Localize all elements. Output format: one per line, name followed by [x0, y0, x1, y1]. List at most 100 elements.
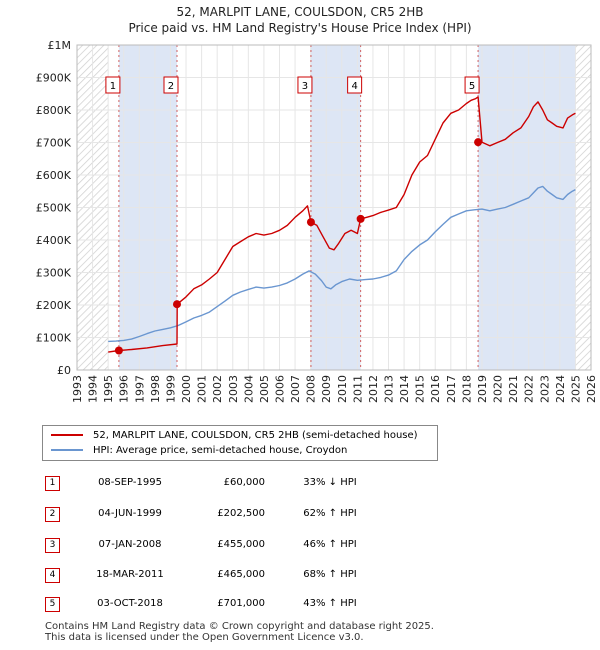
sale-price: £701,000 — [217, 598, 265, 609]
sale-point — [306, 218, 315, 227]
x-tick-label: 1998 — [149, 375, 162, 403]
x-tick-label: 2022 — [523, 375, 536, 403]
legend-swatch-hpi — [51, 449, 83, 451]
table-row: 2 04-JUN-1999 £202,500 62% ↑ HPI — [40, 505, 600, 523]
sale-price: £455,000 — [217, 539, 265, 550]
sale-date: 03-OCT-2018 — [97, 598, 163, 609]
x-tick-label: 2025 — [569, 375, 582, 403]
sale-number-badge: 2 — [45, 507, 60, 522]
x-tick-label: 2018 — [460, 375, 473, 403]
sale-date: 18-MAR-2011 — [96, 569, 164, 580]
sale-hpi-change: 33% ↓ HPI — [303, 477, 357, 488]
legend-item-hpi: HPI: Average price, semi-detached house,… — [51, 444, 347, 458]
sale-label: 5 — [469, 81, 475, 92]
x-tick-label: 1995 — [102, 375, 115, 403]
sale-date: 08-SEP-1995 — [98, 477, 162, 488]
sale-date: 04-JUN-1999 — [98, 508, 162, 519]
x-tick-label: 2005 — [258, 375, 271, 403]
y-tick-label: £200K — [36, 299, 72, 312]
table-row: 3 07-JAN-2008 £455,000 46% ↑ HPI — [40, 536, 600, 554]
table-row: 4 18-MAR-2011 £465,000 68% ↑ HPI — [40, 566, 600, 584]
x-tick-label: 2010 — [336, 375, 349, 403]
sale-point — [172, 300, 181, 309]
sale-label-box — [105, 76, 121, 94]
x-tick-label: 2000 — [180, 375, 193, 403]
sale-label: 4 — [351, 81, 357, 92]
sale-point — [356, 214, 365, 223]
sale-label: 1 — [110, 81, 116, 92]
table-row: 1 08-SEP-1995 £60,000 33% ↓ HPI — [40, 474, 600, 492]
sale-label-box — [163, 76, 179, 94]
y-tick-label: £400K — [36, 234, 72, 247]
footer-license: This data is licensed under the Open Gov… — [45, 632, 364, 643]
x-tick-label: 1997 — [133, 375, 146, 403]
sale-point — [474, 138, 483, 147]
sale-date: 07-JAN-2008 — [98, 539, 162, 550]
x-tick-label: 2024 — [554, 375, 567, 403]
legend-label-hpi: HPI: Average price, semi-detached house,… — [93, 445, 348, 456]
y-tick-label: £800K — [36, 104, 72, 117]
y-tick-label: £500K — [36, 202, 72, 215]
sale-label-box — [297, 76, 313, 94]
sale-label: 3 — [302, 81, 308, 92]
legend: 52, MARLPIT LANE, COULSDON, CR5 2HB (sem… — [42, 425, 438, 461]
x-tick-label: 2001 — [196, 375, 209, 403]
chart-title: 52, MARLPIT LANE, COULSDON, CR5 2HB — [176, 5, 423, 19]
x-tick-label: 1996 — [118, 375, 131, 403]
hpi-line — [108, 185, 576, 343]
x-tick-label: 2014 — [398, 375, 411, 403]
footer-copyright: Contains HM Land Registry data © Crown c… — [45, 621, 434, 632]
sale-number-badge: 4 — [45, 568, 60, 583]
sale-label: 2 — [168, 81, 174, 92]
x-tick-label: 2007 — [289, 375, 302, 403]
x-tick-label: 2011 — [351, 375, 364, 403]
x-tick-label: 2023 — [538, 375, 551, 403]
sale-point — [114, 346, 123, 355]
sale-hpi-change: 46% ↑ HPI — [303, 539, 357, 550]
y-tick-label: £0 — [57, 364, 71, 377]
x-tick-label: 2002 — [211, 375, 224, 403]
sale-price: £60,000 — [223, 477, 265, 488]
x-tick-label: 1994 — [87, 375, 100, 403]
y-tick-label: £900K — [36, 72, 72, 85]
sale-price: £465,000 — [217, 569, 265, 580]
chart-subtitle: Price paid vs. HM Land Registry's House … — [128, 21, 471, 35]
y-tick-label: £600K — [36, 169, 72, 182]
x-tick-label: 2019 — [476, 375, 489, 403]
x-tick-label: 2006 — [273, 375, 286, 403]
x-tick-label: 2020 — [492, 375, 505, 403]
sale-number-badge: 3 — [45, 538, 60, 553]
x-tick-label: 2003 — [227, 375, 240, 403]
sale-hpi-change: 43% ↑ HPI — [303, 598, 357, 609]
y-tick-label: £300K — [36, 267, 72, 280]
sale-hpi-change: 62% ↑ HPI — [303, 508, 357, 519]
x-tick-label: 2015 — [414, 375, 427, 403]
x-tick-label: 2026 — [585, 375, 598, 403]
x-tick-label: 2021 — [507, 375, 520, 403]
sale-label-box — [464, 76, 480, 94]
plot-frame — [76, 44, 592, 371]
y-tick-label: £700K — [36, 137, 72, 150]
x-tick-label: 1999 — [164, 375, 177, 403]
legend-swatch-property — [51, 434, 83, 436]
x-tick-label: 2009 — [320, 375, 333, 403]
footer: Contains HM Land Registry data © Crown c… — [45, 621, 434, 643]
legend-label-property: 52, MARLPIT LANE, COULSDON, CR5 2HB (sem… — [93, 430, 418, 441]
x-tick-label: 2012 — [367, 375, 380, 403]
x-tick-label: 2013 — [383, 375, 396, 403]
price-chart: 52, MARLPIT LANE, COULSDON, CR5 2HB Pric… — [36, 5, 598, 403]
table-row: 5 03-OCT-2018 £701,000 43% ↑ HPI — [40, 595, 600, 613]
sale-number-badge: 1 — [45, 476, 60, 491]
x-tick-label: 2004 — [242, 375, 255, 403]
sale-hpi-change: 68% ↑ HPI — [303, 569, 357, 580]
y-tick-label: £1M — [48, 39, 72, 52]
sale-price: £202,500 — [217, 508, 265, 519]
x-tick-label: 2016 — [429, 375, 442, 403]
y-tick-label: £100K — [36, 332, 72, 345]
sale-number-badge: 5 — [45, 597, 60, 612]
x-tick-label: 2008 — [305, 375, 318, 403]
x-tick-label: 1993 — [71, 375, 84, 403]
sale-label-box — [347, 76, 363, 94]
x-tick-label: 2017 — [445, 375, 458, 403]
legend-item-property: 52, MARLPIT LANE, COULSDON, CR5 2HB (sem… — [51, 429, 418, 443]
